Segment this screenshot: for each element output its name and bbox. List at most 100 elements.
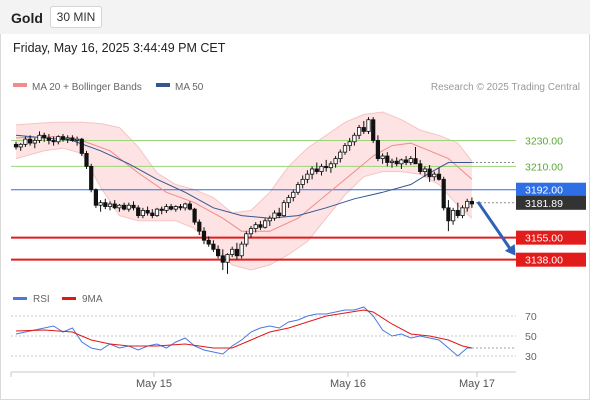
candle	[70, 135, 75, 142]
candle-body	[13, 143, 19, 148]
candle	[197, 219, 202, 236]
candle-body	[427, 168, 432, 178]
candle-body	[187, 203, 192, 210]
candle-body	[154, 208, 160, 217]
candle-body	[319, 165, 324, 172]
candle-body	[380, 155, 385, 160]
candle-body	[75, 138, 80, 141]
candle	[65, 135, 70, 144]
candle	[183, 202, 188, 211]
chart-header: Gold 30 MIN	[0, 0, 590, 34]
candle-body	[42, 134, 47, 139]
candle	[136, 205, 141, 219]
ma20-line	[15, 136, 473, 232]
level-3181-89-label: 3181.89	[525, 198, 563, 210]
candle	[286, 194, 291, 208]
candle-body	[131, 204, 136, 209]
candle	[42, 132, 47, 142]
candle-body	[140, 210, 145, 217]
level-3192-00-tag	[516, 182, 586, 197]
candle-body	[281, 202, 287, 217]
candle	[258, 220, 263, 230]
candle-body	[126, 204, 131, 210]
candle	[60, 133, 66, 142]
candle	[244, 231, 249, 247]
level-3155-00-tag	[516, 230, 586, 245]
candle-body	[314, 168, 319, 172]
candle	[469, 197, 475, 208]
candle	[272, 210, 277, 221]
candle	[356, 124, 362, 140]
candle	[300, 175, 305, 189]
candle	[366, 117, 371, 134]
candle-body	[37, 134, 42, 141]
candle	[324, 159, 329, 172]
candle	[432, 171, 437, 181]
forecast-arrow-head	[504, 244, 516, 256]
candle-body	[230, 248, 235, 255]
candle-body	[385, 155, 390, 163]
candle	[418, 159, 423, 175]
symbol-title: Gold	[11, 10, 43, 26]
candle-body	[356, 127, 362, 136]
candle-body	[178, 206, 183, 209]
candle-body	[338, 151, 343, 160]
candle-body	[277, 212, 282, 217]
bollinger-upper-line	[15, 111, 473, 214]
candle	[89, 163, 94, 193]
candle	[220, 249, 225, 271]
candle	[32, 137, 37, 149]
candle	[450, 207, 456, 225]
level-3210-00-label: 3210.00	[525, 161, 563, 173]
candle	[103, 198, 108, 210]
candle-body	[413, 158, 418, 165]
candle-body	[291, 191, 296, 198]
ma50-line	[15, 134, 472, 219]
candle	[75, 136, 80, 146]
candle-body	[324, 165, 329, 169]
timeframe-button[interactable]: 30 MIN	[50, 6, 102, 28]
candle-body	[112, 203, 117, 209]
level-3181-89-tag	[516, 195, 586, 210]
candle	[342, 143, 348, 155]
candle-body	[244, 233, 249, 245]
candle-body	[422, 168, 428, 172]
candle-body	[361, 127, 366, 132]
candle-body	[164, 206, 169, 211]
candle	[239, 241, 244, 259]
rsi-legend-swatch	[13, 297, 27, 300]
candle	[206, 236, 211, 247]
candle	[178, 203, 183, 211]
candle	[375, 135, 381, 162]
candle-body	[159, 208, 164, 211]
candle	[79, 137, 84, 157]
candle-body	[272, 212, 277, 219]
candle	[140, 207, 145, 219]
x-tick-label: May 16	[330, 378, 366, 390]
candle-body	[89, 165, 94, 191]
candle-body	[23, 138, 28, 145]
candle	[281, 200, 287, 217]
level-3155-00-label: 3155.00	[525, 233, 563, 245]
candle	[385, 152, 390, 167]
candle-body	[79, 138, 84, 154]
candle	[338, 149, 343, 163]
candle	[112, 200, 117, 210]
candle	[413, 146, 418, 165]
candle	[305, 170, 310, 184]
x-tick-label: May 17	[459, 378, 495, 390]
candle	[347, 137, 352, 151]
candle	[13, 141, 19, 150]
candle	[84, 150, 89, 169]
candle-body	[150, 212, 155, 217]
ma50-legend-label: MA 50	[175, 82, 204, 93]
candle	[37, 131, 42, 144]
level-3192-00-label: 3192.00	[525, 185, 563, 197]
candle	[211, 240, 216, 252]
candle	[422, 166, 428, 177]
rsi-line	[15, 306, 472, 357]
candle-body	[103, 202, 108, 207]
candle	[436, 167, 442, 181]
candle	[131, 201, 136, 211]
